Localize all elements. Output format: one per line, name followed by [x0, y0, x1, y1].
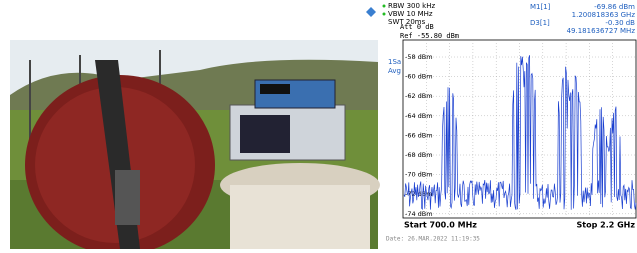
indicator: [383, 13, 386, 16]
trace-mode: Avg: [388, 67, 401, 75]
y-label: -68 dBm: [405, 151, 433, 159]
y-label: -66 dBm: [405, 131, 433, 139]
delta-level: -0.30 dB: [605, 19, 635, 27]
y-label: -64 dBm: [405, 112, 433, 120]
y-label: -60 dBm: [405, 73, 433, 81]
composite: Att 0 dB Ref -55.80 dBm RBW 300 kHz VBW …: [0, 0, 637, 249]
rbw: RBW 300 kHz: [388, 2, 435, 10]
delta-freq: 49.181636727 MHz: [567, 27, 636, 35]
y-label: -70 dBm: [405, 171, 433, 179]
indicator: [383, 5, 386, 8]
logo: [366, 7, 376, 17]
y-label: -74 dBm: [405, 210, 433, 218]
ref: Ref -55.80 dBm: [400, 32, 459, 40]
vbw: VBW 10 MHz: [388, 10, 433, 18]
start: Start 700.0 MHz: [404, 221, 477, 230]
marker-freq: 1.200818363 GHz: [572, 11, 636, 19]
swt: SWT 20ms: [388, 18, 426, 26]
stop: Stop 2.2 GHz: [577, 221, 636, 230]
y-label: -62 dBm: [405, 92, 433, 100]
delta-name: D3[1]: [530, 19, 550, 27]
analyzer-screen: Att 0 dB Ref -55.80 dBm RBW 300 kHz VBW …: [366, 2, 636, 243]
marker-name: M1[1]: [530, 3, 551, 11]
y-label: -58 dBm: [405, 53, 433, 61]
photo: [10, 40, 380, 249]
date: Date: 26.MAR.2022 11:19:35: [386, 236, 480, 243]
marker-level: -69.86 dBm: [594, 3, 635, 11]
page: Att 0 dB Ref -55.80 dBm RBW 300 kHz VBW …: [0, 0, 637, 249]
trace-mode: 1Sa: [388, 58, 401, 66]
